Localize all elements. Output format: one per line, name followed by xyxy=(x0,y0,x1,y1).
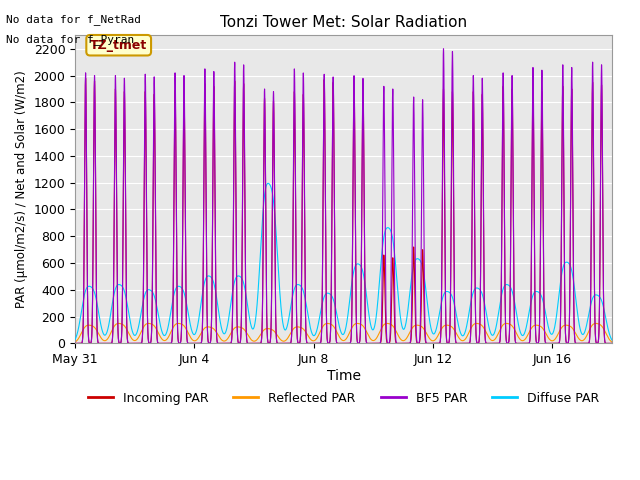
X-axis label: Time: Time xyxy=(326,369,360,383)
Title: Tonzi Tower Met: Solar Radiation: Tonzi Tower Met: Solar Radiation xyxy=(220,15,467,30)
Text: No data for f_NetRad: No data for f_NetRad xyxy=(6,14,141,25)
Y-axis label: PAR (μmol/m2/s) / Net and Solar (W/m2): PAR (μmol/m2/s) / Net and Solar (W/m2) xyxy=(15,71,28,308)
Legend: Incoming PAR, Reflected PAR, BF5 PAR, Diffuse PAR: Incoming PAR, Reflected PAR, BF5 PAR, Di… xyxy=(83,386,605,409)
Text: No data for f_Pyran: No data for f_Pyran xyxy=(6,34,134,45)
Text: TZ_tmet: TZ_tmet xyxy=(90,39,147,52)
